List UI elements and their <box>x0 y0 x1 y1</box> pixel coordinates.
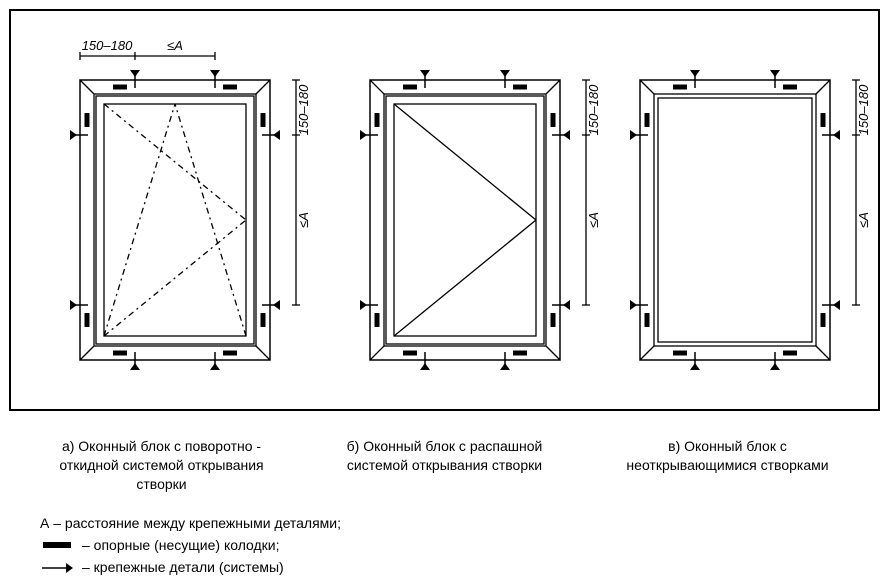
svg-text:150–180: 150–180 <box>296 84 311 135</box>
svg-text:≤A: ≤A <box>167 38 183 53</box>
legend-line-support: – опорные (несущие) колодки; <box>40 534 889 556</box>
svg-text:150–180: 150–180 <box>82 38 133 53</box>
caption-a: а) Оконный блок с поворотно - откидной с… <box>37 437 287 494</box>
diagram-stage: 150–180 ≤A 150–180 ≤A 150–180 ≤A 150–180 ≤A <box>0 0 889 425</box>
svg-text:≤A: ≤A <box>296 212 311 228</box>
svg-text:≤A: ≤A <box>856 212 871 228</box>
legend-support-text: – опорные (несущие) колодки; <box>82 534 280 556</box>
legend-fastener-text: – крепежные детали (системы) <box>82 556 284 578</box>
caption-c: в) Оконный блок с неоткрывающимися створ… <box>603 437 853 494</box>
captions-row: а) Оконный блок с поворотно - откидной с… <box>0 437 889 494</box>
svg-text:≤A: ≤A <box>586 212 601 228</box>
legend-line-fastener: – крепежные детали (системы) <box>40 556 889 578</box>
diagram-svg: 150–180 ≤A 150–180 ≤A 150–180 ≤A 150–180 ≤A <box>0 0 889 420</box>
svg-text:150–180: 150–180 <box>856 84 871 135</box>
caption-b: б) Оконный блок с распашной системой отк… <box>320 437 570 494</box>
support-block-icon <box>40 540 74 550</box>
legend: А – расстояние между крепежными деталями… <box>40 512 889 579</box>
svg-text:150–180: 150–180 <box>586 84 601 135</box>
fastener-icon <box>40 561 74 575</box>
legend-line-A: А – расстояние между крепежными деталями… <box>40 512 889 534</box>
